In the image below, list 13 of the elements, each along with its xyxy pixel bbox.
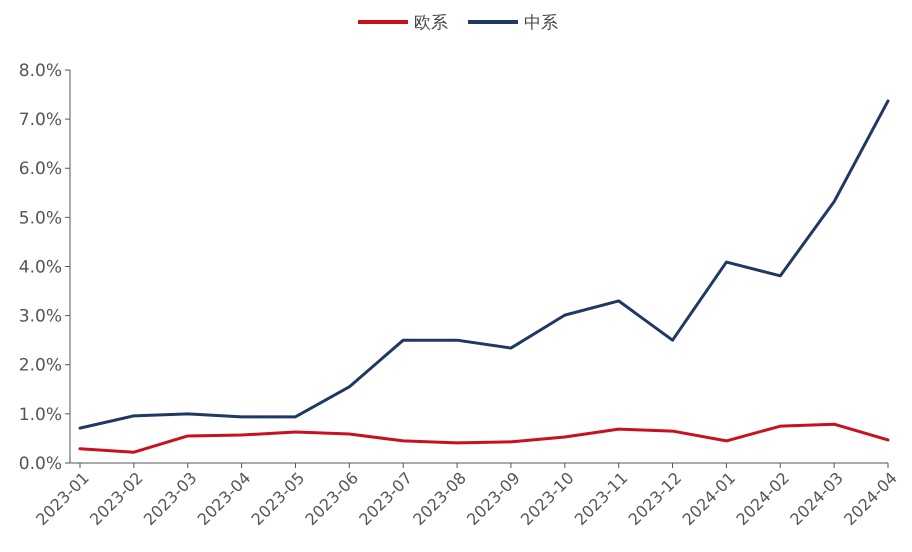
- y-tick-label: 5.0%: [18, 208, 62, 228]
- legend-label: 欧系: [414, 12, 448, 33]
- y-tick-label: 3.0%: [18, 306, 62, 327]
- line-series: [78, 422, 890, 454]
- y-tick-label: 1.0%: [18, 404, 62, 425]
- line-series: [78, 99, 890, 430]
- legend-label: 中系: [524, 12, 558, 33]
- y-tick-label: 0.0%: [18, 454, 62, 474]
- y-tick-label: 2.0%: [18, 356, 62, 376]
- y-tick-label: 4.0%: [18, 257, 62, 278]
- y-tick-label: 8.0%: [18, 60, 62, 81]
- y-tick-label: 7.0%: [18, 110, 62, 130]
- y-tick-label: 6.0%: [18, 159, 62, 180]
